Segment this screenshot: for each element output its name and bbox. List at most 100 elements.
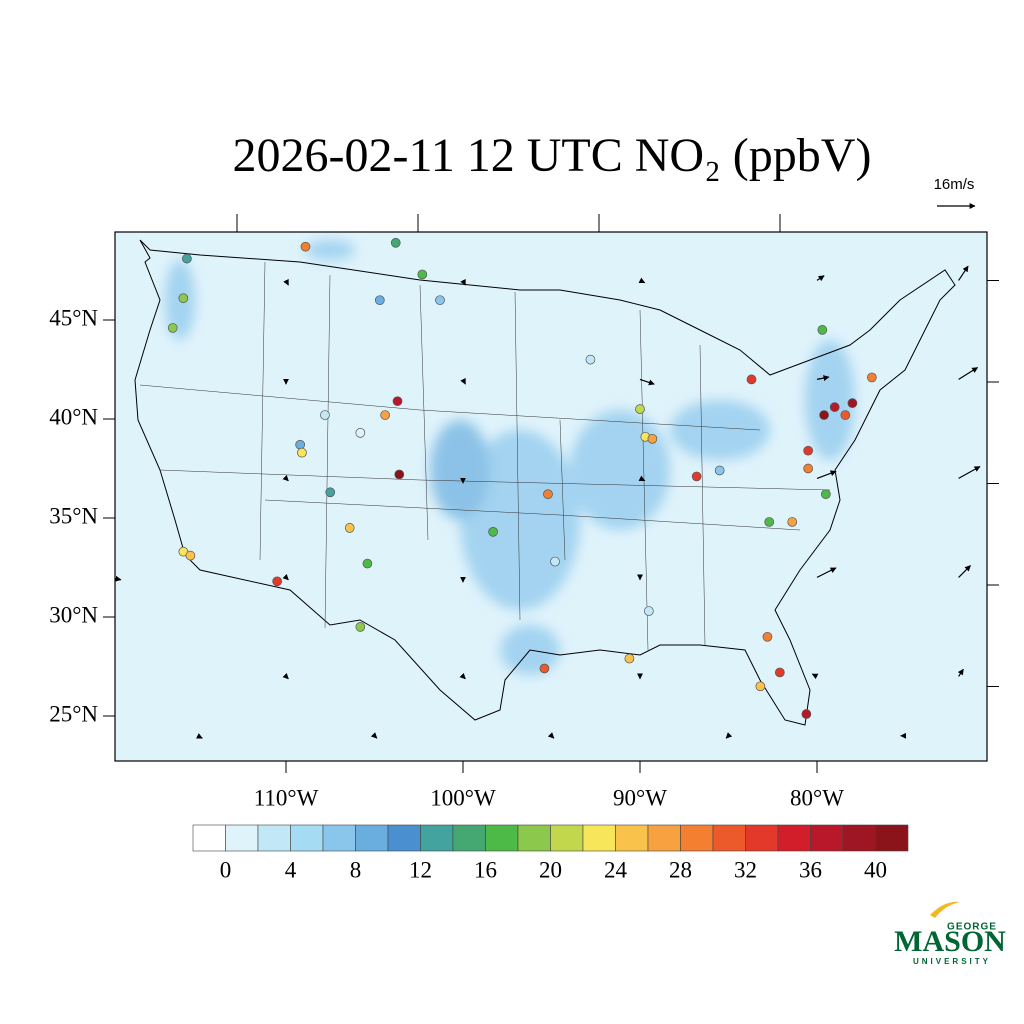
- colorbar-box: [355, 824, 389, 852]
- coastline: [134, 239, 956, 726]
- wind-arrow: [725, 732, 733, 739]
- station: [764, 517, 775, 527]
- colorbar-box: [745, 824, 779, 852]
- wind-arrow: [958, 565, 971, 578]
- wind-arrow: [460, 377, 466, 385]
- station: [787, 517, 798, 527]
- lon-label: 100°W: [430, 785, 496, 810]
- lon-label: 80°W: [790, 785, 844, 810]
- station: [803, 463, 814, 474]
- station: [178, 293, 189, 304]
- lon-label: 110°W: [254, 785, 319, 810]
- colorbar-box: [810, 824, 844, 852]
- lat-label: 40°N: [49, 404, 98, 429]
- wind-arrow: [109, 478, 111, 485]
- wind-arrow: [638, 277, 646, 284]
- logo-bottom: UNIVERSITY: [913, 957, 991, 966]
- lat-label: 30°N: [49, 602, 98, 627]
- station: [272, 576, 282, 587]
- station: [435, 295, 445, 306]
- station: [295, 439, 306, 450]
- colorbar-label: 12: [409, 857, 432, 882]
- wind-arrow: [282, 573, 289, 581]
- lat-label: 25°N: [49, 701, 98, 726]
- wind-arrow: [547, 732, 555, 739]
- wind-arrow: [958, 466, 981, 479]
- map-frame: [114, 231, 988, 762]
- colorbar-box: [777, 824, 811, 852]
- station: [539, 663, 550, 674]
- colorbar-box: [647, 824, 681, 852]
- data-layer: [107, 237, 981, 739]
- colorbar-box: [322, 824, 356, 852]
- wind-arrow: [816, 375, 830, 382]
- lat-label: 35°N: [49, 503, 98, 528]
- wind-arrow: [282, 672, 289, 680]
- colorbar-box: [420, 824, 454, 852]
- station: [817, 325, 828, 335]
- colorbar-box: [225, 824, 259, 852]
- colorbar-label: 8: [350, 857, 362, 882]
- logo-main: MASON: [894, 925, 1006, 958]
- colorbar-box: [485, 824, 519, 852]
- station: [380, 410, 390, 420]
- colorbar-label: 32: [734, 857, 757, 882]
- colorbar-label: 20: [539, 857, 562, 882]
- station: [167, 323, 178, 333]
- station: [374, 295, 385, 306]
- wind-arrow: [459, 672, 466, 680]
- wind-arrow: [639, 378, 655, 386]
- colorbar-box: [875, 824, 909, 852]
- station: [585, 354, 596, 365]
- station: [643, 606, 654, 616]
- station: [390, 237, 401, 248]
- station: [550, 556, 560, 567]
- wind-arrow: [370, 732, 378, 739]
- wind-arrow: [816, 275, 825, 282]
- colorbar-label: 36: [799, 857, 822, 882]
- wind-arrow: [115, 575, 122, 582]
- colorbar-label: 24: [604, 857, 628, 882]
- logo-swoosh: [930, 901, 960, 918]
- wind-arrow: [107, 280, 109, 294]
- colorbar-label: 40: [864, 857, 887, 882]
- colorbar-box: [452, 824, 486, 852]
- station: [820, 489, 831, 500]
- station: [300, 241, 311, 252]
- colorbar: 0 4 8 12 16 20 24 28 32 36 40: [192, 824, 909, 882]
- station: [867, 372, 877, 383]
- logo: GEORGE MASON UNIVERSITY: [894, 901, 1006, 966]
- lat-label: 45°N: [49, 305, 98, 330]
- station: [320, 410, 330, 420]
- wind-arrow: [958, 265, 969, 281]
- wind-arrow: [460, 278, 466, 286]
- wind-arrow: [816, 567, 837, 578]
- map-area: [107, 232, 987, 761]
- station: [635, 404, 645, 414]
- colorbar-box: [842, 824, 876, 852]
- station: [829, 402, 840, 412]
- wind-arrow: [196, 733, 203, 739]
- colorbar-box: [387, 824, 421, 852]
- station: [355, 622, 366, 632]
- colorbar-label: 28: [669, 857, 692, 882]
- station: [297, 447, 307, 458]
- station: [819, 410, 829, 420]
- station: [774, 667, 785, 678]
- colorbar-label: 4: [285, 857, 297, 882]
- axes: 45°N 40°N 35°N 30°N 25°N 110°W 100°W 90°W 80°W: [49, 203, 999, 810]
- title: 2026-02-11 12 UTC NO₂ (ppbV): [233, 129, 872, 182]
- colorbar-box: [290, 824, 324, 852]
- station: [392, 396, 403, 407]
- station: [488, 527, 498, 537]
- colorbar-box: [257, 824, 291, 852]
- station: [801, 709, 812, 719]
- station: [325, 487, 336, 498]
- wind-arrow: [638, 475, 646, 482]
- station: [543, 489, 553, 500]
- station: [355, 428, 366, 438]
- wind-arrow: [811, 673, 819, 680]
- wind-arrow: [109, 676, 114, 678]
- station: [182, 253, 192, 264]
